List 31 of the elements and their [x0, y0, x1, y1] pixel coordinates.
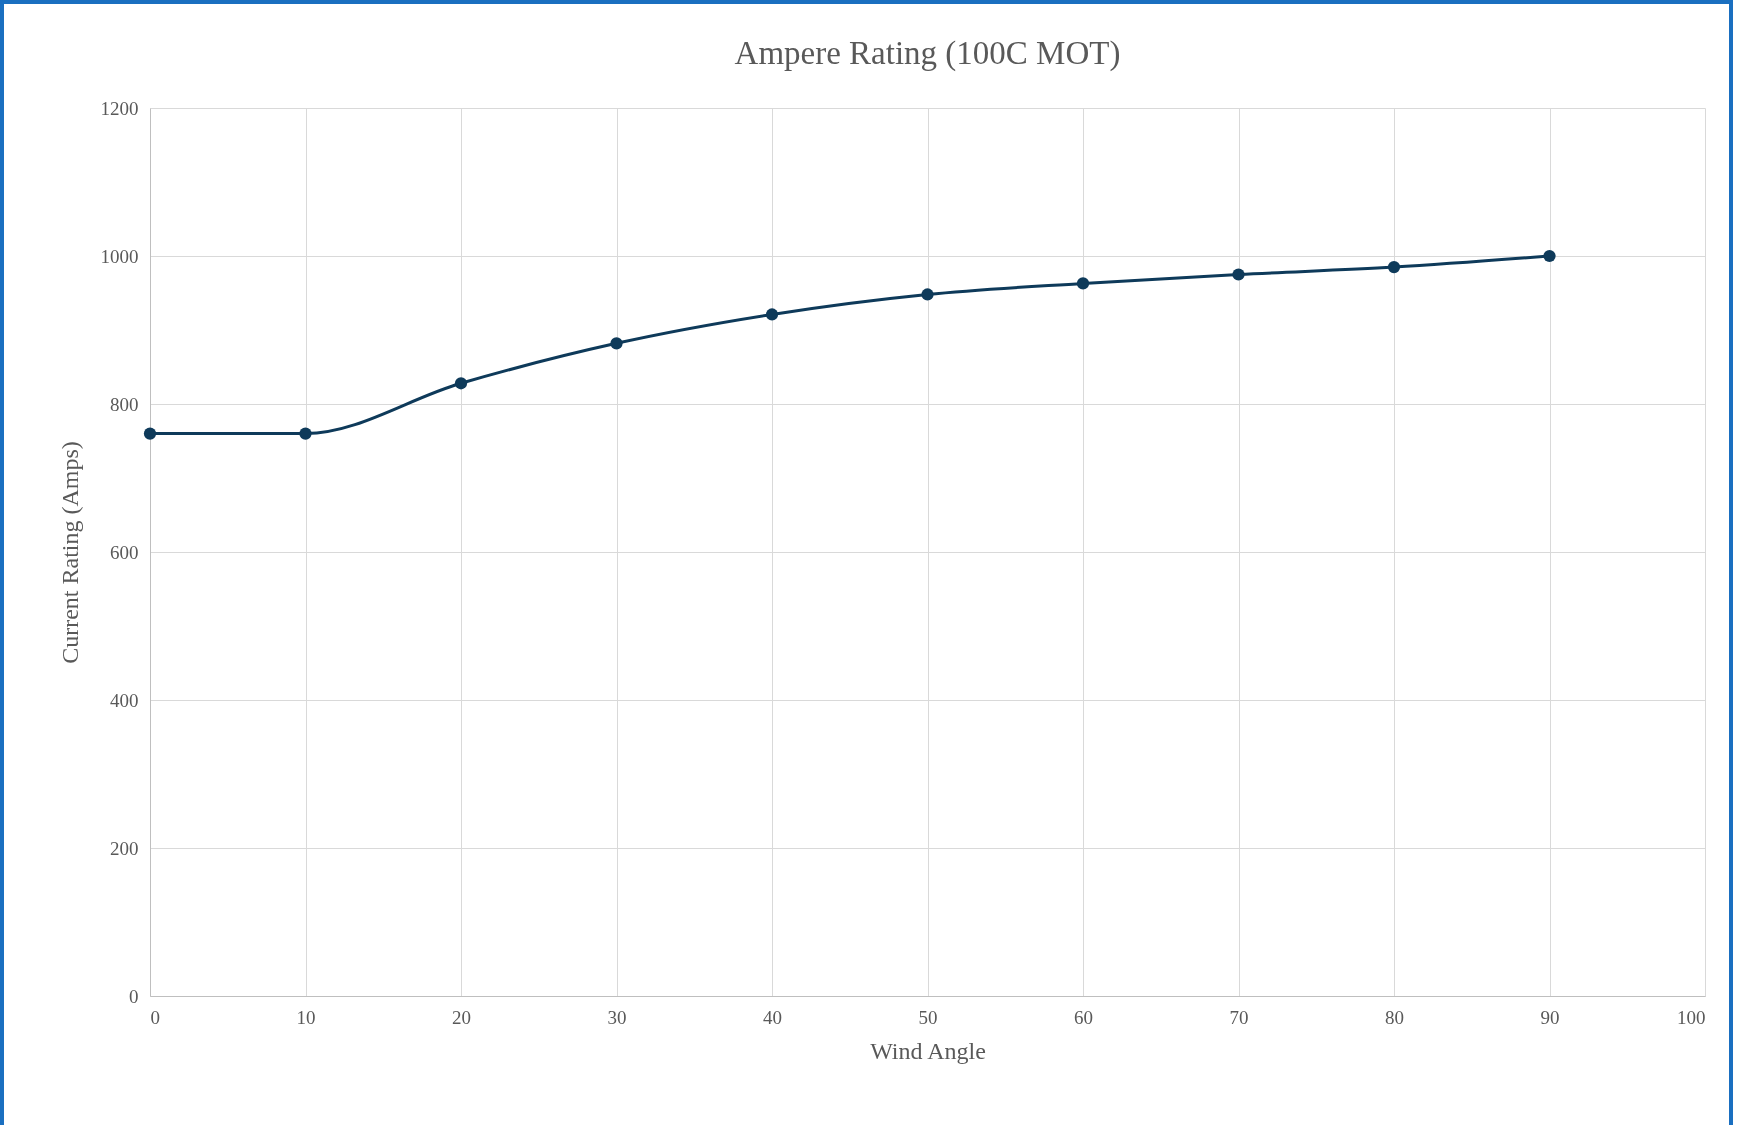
- y-tick-label: 0: [129, 985, 139, 1007]
- y-tick-label: 1000: [100, 245, 139, 267]
- point: [921, 288, 934, 301]
- x-axis-title: Wind Angle: [870, 1037, 986, 1064]
- x-tick-label: 100: [1677, 1006, 1706, 1028]
- point: [765, 308, 779, 321]
- point: [1543, 249, 1556, 263]
- x-tick-label: 20: [452, 1006, 471, 1028]
- y-tick-label: 200: [110, 837, 139, 859]
- y-axis-title: Current Rating (Amps): [56, 441, 83, 664]
- point: [454, 377, 468, 390]
- x-tick-label: 40: [763, 1006, 782, 1028]
- point: [610, 337, 623, 350]
- chart-title: Ampere Rating (100C MOT): [734, 35, 1121, 72]
- x-tick-label: 10: [296, 1006, 316, 1028]
- point: [1387, 260, 1401, 274]
- y-tick-label: 600: [110, 541, 139, 563]
- x-tick-label: 0: [150, 1006, 160, 1028]
- y-tick-label: 800: [110, 393, 139, 415]
- y-tick-label: 1200: [100, 97, 139, 119]
- point: [299, 427, 312, 440]
- x-tick-label: 80: [1385, 1006, 1404, 1028]
- x-tick-label: 60: [1074, 1006, 1093, 1028]
- x-tick-label: 90: [1540, 1006, 1560, 1028]
- x-tick-label: 70: [1229, 1006, 1249, 1028]
- y-tick-label: 400: [110, 689, 139, 711]
- x-tick-label: 50: [918, 1006, 938, 1028]
- point: [1232, 268, 1245, 281]
- x-tick-label: 30: [607, 1006, 627, 1028]
- point: [1076, 277, 1090, 290]
- point: [143, 427, 157, 440]
